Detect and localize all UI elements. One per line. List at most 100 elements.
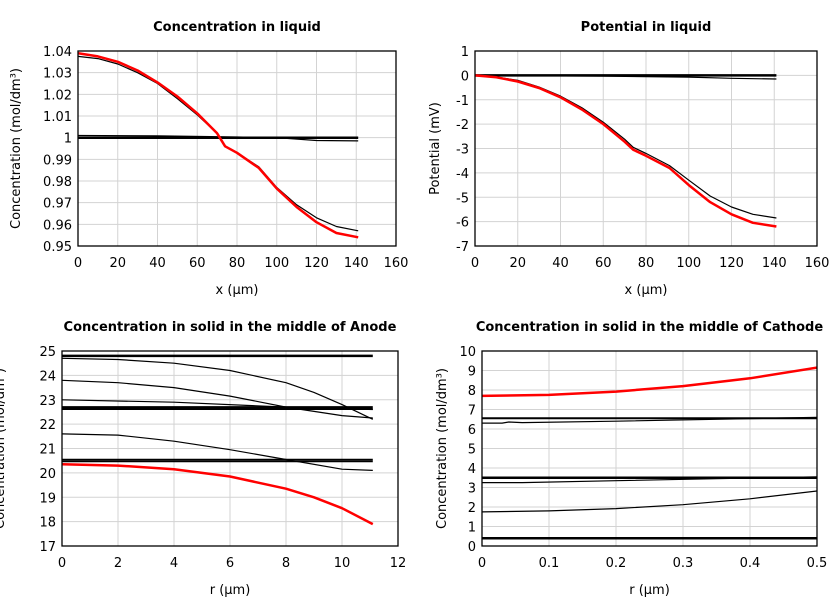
x-axis-label: x (µm) <box>216 283 259 298</box>
x-tick-label: 0 <box>74 256 82 271</box>
y-tick-label: 22 <box>39 418 56 433</box>
plot-frame <box>474 50 818 247</box>
y-tick-label: 23 <box>39 394 56 409</box>
series-line-4 <box>78 51 359 239</box>
x-tick-label: 120 <box>719 256 744 271</box>
x-tick-label: 2 <box>114 556 122 571</box>
y-tick-label: 2 <box>468 501 476 516</box>
series-line-7 <box>62 433 373 471</box>
y-tick-label: 21 <box>39 443 56 458</box>
x-tick-label: 40 <box>149 256 166 271</box>
x-tick-label: 60 <box>189 256 206 271</box>
x-tick-label: 0.3 <box>673 556 694 571</box>
x-tick-label: 0.1 <box>539 556 560 571</box>
x-tick-label: 80 <box>229 256 246 271</box>
y-tick-label: -2 <box>456 118 469 133</box>
x-tick-label: 60 <box>595 256 612 271</box>
chart-title: Potential in liquid <box>581 20 712 35</box>
series-line-2 <box>78 134 359 142</box>
y-tick-label: 10 <box>459 345 476 360</box>
y-tick-label: 19 <box>39 491 56 506</box>
x-axis-label: r (µm) <box>629 583 670 598</box>
y-tick-label: 0.96 <box>43 218 72 233</box>
y-tick-label: 7 <box>468 404 476 419</box>
x-axis-label: x (µm) <box>625 283 668 298</box>
y-tick-label: 0 <box>468 540 476 555</box>
y-tick-label: -6 <box>456 216 469 231</box>
series-line-2 <box>475 74 777 80</box>
y-tick-label: 1 <box>461 45 469 60</box>
x-tick-label: 0 <box>478 556 486 571</box>
y-tick-label: -7 <box>456 240 469 255</box>
x-tick-label: 40 <box>552 256 569 271</box>
chart-title: Concentration in solid in the middle of … <box>64 320 397 335</box>
x-tick-label: 6 <box>226 556 234 571</box>
x-tick-label: 0.4 <box>740 556 761 571</box>
y-tick-label: 0 <box>461 69 469 84</box>
x-tick-label: 4 <box>170 556 178 571</box>
y-tick-label: 5 <box>468 443 476 458</box>
y-tick-label: -1 <box>456 94 469 109</box>
series-line-10 <box>62 463 374 526</box>
plot-frame <box>61 350 399 547</box>
x-tick-label: 0.2 <box>606 556 627 571</box>
x-tick-label: 100 <box>264 256 289 271</box>
series-line-3 <box>62 379 373 419</box>
y-tick-label: 1.03 <box>43 67 72 82</box>
y-tick-label: 1.04 <box>43 45 72 60</box>
x-tick-label: 120 <box>304 256 329 271</box>
x-tick-label: 12 <box>390 556 407 571</box>
chart-title: Concentration in solid in the middle of … <box>476 320 824 335</box>
subplot-2: 0 20 40 60 80 100 120 140 160 -7 -6 -5 -4 -3 -2 -1 0 1 Pot… <box>428 20 829 298</box>
x-tick-label: 140 <box>762 256 787 271</box>
subplot-1: 0 20 40 60 80 100 120 140 160 0.95 0.96 0.97 0.98 0.9… <box>9 20 408 298</box>
x-tick-label: 8 <box>282 556 290 571</box>
y-tick-label: 3 <box>468 482 476 497</box>
x-tick-label: 20 <box>109 256 126 271</box>
y-tick-label: 0.98 <box>43 175 72 190</box>
y-tick-label: 8 <box>468 384 476 399</box>
x-tick-label: 80 <box>638 256 655 271</box>
y-axis-label: Concentration (mol/dm³) <box>0 368 8 529</box>
y-tick-label: 1 <box>64 132 72 147</box>
x-tick-label: 100 <box>676 256 701 271</box>
y-tick-label: -4 <box>456 167 469 182</box>
y-tick-label: 0.95 <box>43 240 72 255</box>
plot-frame <box>481 350 818 547</box>
y-tick-label: 1.01 <box>43 110 72 125</box>
subplot-3: 0 2 4 6 8 10 12171819202122232425Concentration… <box>0 320 406 598</box>
y-tick-label: 18 <box>39 516 56 531</box>
x-tick-label: 160 <box>805 256 830 271</box>
series-line-5 <box>482 476 817 484</box>
series-line-1 <box>482 366 817 398</box>
series-line-3 <box>482 416 817 424</box>
y-tick-label: 0.99 <box>43 153 72 168</box>
y-axis-label: Concentration (mol/dm³) <box>435 368 450 529</box>
y-tick-label: -3 <box>456 143 469 158</box>
series-line-4 <box>475 74 777 228</box>
y-tick-label: 9 <box>468 365 476 380</box>
x-axis-label: r (µm) <box>210 583 251 598</box>
y-tick-label: 17 <box>39 540 56 555</box>
x-tick-label: 160 <box>384 256 409 271</box>
chart-title: Concentration in liquid <box>153 20 321 35</box>
y-tick-label: 6 <box>468 423 476 438</box>
y-tick-label: 4 <box>468 462 476 477</box>
x-tick-label: 0.5 <box>807 556 828 571</box>
y-tick-label: 24 <box>39 369 56 384</box>
x-tick-label: 0 <box>471 256 479 271</box>
y-tick-label: 20 <box>39 467 56 482</box>
series-line-2 <box>62 357 374 420</box>
y-tick-label: 25 <box>39 345 56 360</box>
x-tick-label: 0 <box>58 556 66 571</box>
y-axis-label: Potential (mV) <box>428 102 443 195</box>
subplot-4: 0 0.1 0.2 0.3 0.4 0.5012345678910Concentratio… <box>435 320 827 598</box>
x-tick-label: 20 <box>509 256 526 271</box>
series-line-6 <box>482 490 817 513</box>
y-tick-label: 0.97 <box>43 197 72 212</box>
x-tick-label: 140 <box>344 256 369 271</box>
y-tick-label: 1 <box>468 521 476 536</box>
y-axis-label: Concentration (mol/dm³) <box>9 68 24 229</box>
